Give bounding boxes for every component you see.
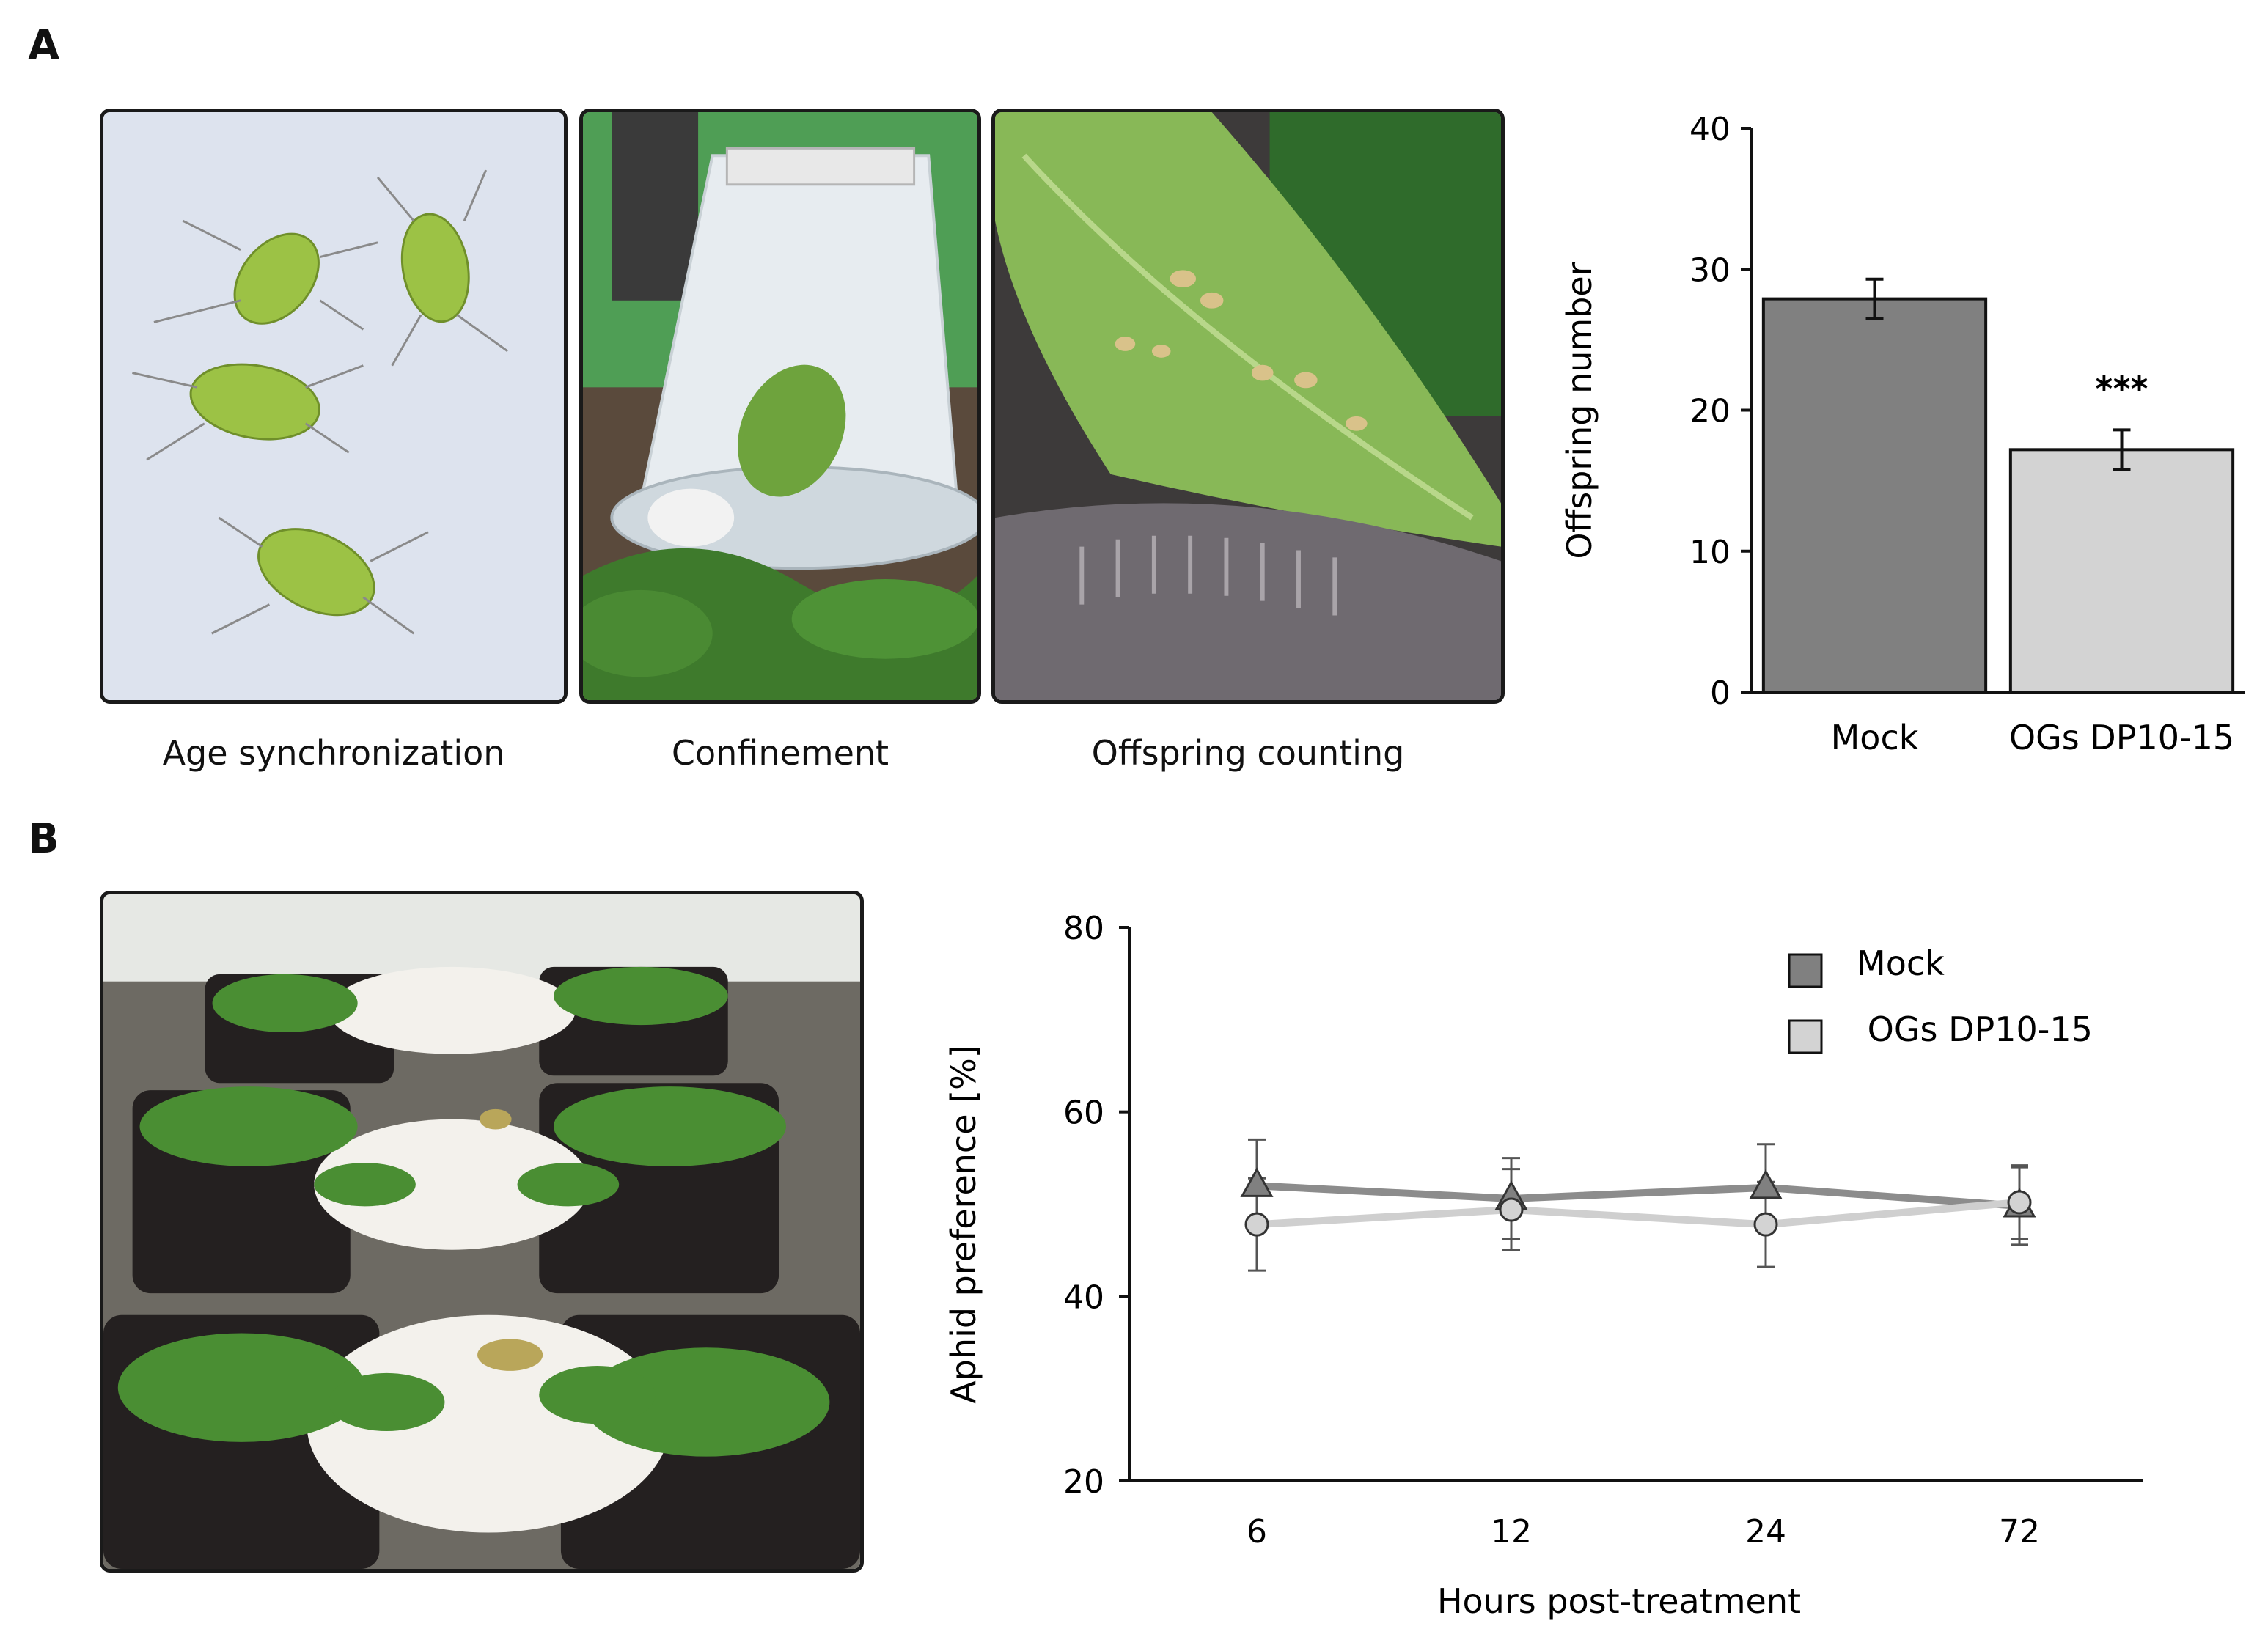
photo-offspring-counting bbox=[991, 109, 1505, 704]
y-tick-label: 20 bbox=[1689, 393, 1731, 430]
x-tick-label: OGs DP10-15 bbox=[2009, 718, 2234, 757]
y-tick-label: 30 bbox=[1689, 251, 1731, 289]
y-tick-label: 10 bbox=[1689, 534, 1731, 571]
caption-age-synchronization: Age synchronization bbox=[162, 733, 505, 773]
photo-confinement bbox=[579, 109, 981, 704]
caption-confinement: Confinement bbox=[671, 733, 889, 773]
photo-age-synchronization bbox=[100, 109, 568, 704]
panel-label-b: B bbox=[28, 815, 59, 863]
bar bbox=[1761, 297, 1988, 694]
caption-offspring-counting: Offspring counting bbox=[1091, 733, 1405, 773]
y-tick-label: 0 bbox=[1710, 674, 1731, 712]
panel-label-a: A bbox=[28, 22, 60, 70]
bar bbox=[2008, 448, 2235, 694]
bar-chart-plot-area: 0 10 20 30 40 Mock OGs DP10-15 *** bbox=[1689, 111, 2245, 757]
significance-label: *** bbox=[2095, 369, 2148, 408]
y-tick-label: 40 bbox=[1689, 111, 1731, 148]
bar-chart-y-axis-title: Offspring number bbox=[1560, 262, 1599, 559]
y-axis-label: Offspring number bbox=[1560, 262, 1599, 559]
photo-choice-assay bbox=[100, 891, 864, 1573]
x-tick-label: Mock bbox=[1831, 718, 1919, 757]
